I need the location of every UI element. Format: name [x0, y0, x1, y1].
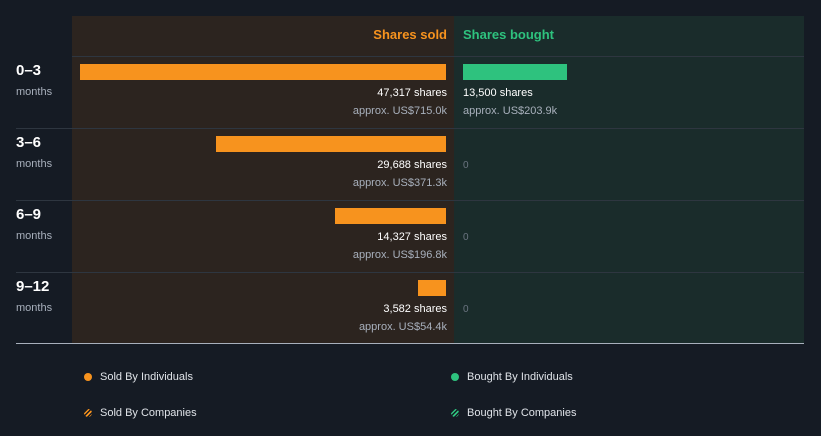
bought-shares-label: 13,500 shares: [463, 87, 533, 99]
bar-shares-bought: [463, 64, 568, 80]
row-divider: [16, 200, 804, 201]
legend-dot-icon: [84, 373, 92, 381]
period-label: 6–9: [16, 206, 42, 223]
bought-zero-label: 0: [463, 232, 469, 243]
header-shares-sold: Shares sold: [373, 27, 447, 42]
sold-value-label: approx. US$196.8k: [352, 249, 447, 261]
period-unit-label: months: [16, 158, 53, 170]
period-label: 3–6: [16, 134, 42, 151]
legend-item: Bought By Individuals: [451, 371, 573, 383]
row-divider: [16, 272, 804, 273]
sold-value-label: approx. US$715.0k: [352, 105, 447, 117]
period-label: 0–3: [16, 62, 42, 79]
row-divider: [16, 128, 804, 129]
legend-hatched-swatch-icon: [84, 409, 92, 417]
bought-value-label: approx. US$203.9k: [463, 105, 558, 117]
legend-item: Sold By Individuals: [84, 371, 193, 383]
sold-shares-label: 47,317 shares: [377, 87, 447, 99]
bar-shares-sold: [335, 208, 446, 224]
period-unit-label: months: [16, 302, 53, 314]
legend-label: Bought By Individuals: [467, 371, 573, 383]
row-divider: [72, 56, 804, 57]
legend-label: Sold By Companies: [100, 407, 197, 419]
period-label: 9–12: [16, 278, 50, 295]
sold-shares-label: 3,582 shares: [383, 303, 447, 315]
bar-shares-sold: [418, 280, 446, 296]
legend-item: Bought By Companies: [451, 407, 576, 419]
bar-shares-sold: [216, 136, 446, 152]
header-shares-bought: Shares bought: [463, 27, 555, 42]
legend-item: Sold By Companies: [84, 407, 197, 419]
sold-value-label: approx. US$371.3k: [352, 177, 447, 189]
period-unit-label: months: [16, 230, 53, 242]
sold-shares-label: 29,688 shares: [377, 159, 447, 171]
legend-hatched-swatch-icon: [451, 409, 459, 417]
period-unit-label: months: [16, 86, 53, 98]
bought-zero-label: 0: [463, 160, 469, 171]
bar-shares-sold: [80, 64, 446, 80]
chart-baseline: [16, 343, 804, 344]
sold-value-label: approx. US$54.4k: [358, 321, 447, 333]
legend-dot-icon: [451, 373, 459, 381]
legend-label: Bought By Companies: [467, 407, 577, 419]
legend-label: Sold By Individuals: [100, 371, 193, 383]
bought-zero-label: 0: [463, 304, 469, 315]
sold-shares-label: 14,327 shares: [377, 231, 447, 243]
